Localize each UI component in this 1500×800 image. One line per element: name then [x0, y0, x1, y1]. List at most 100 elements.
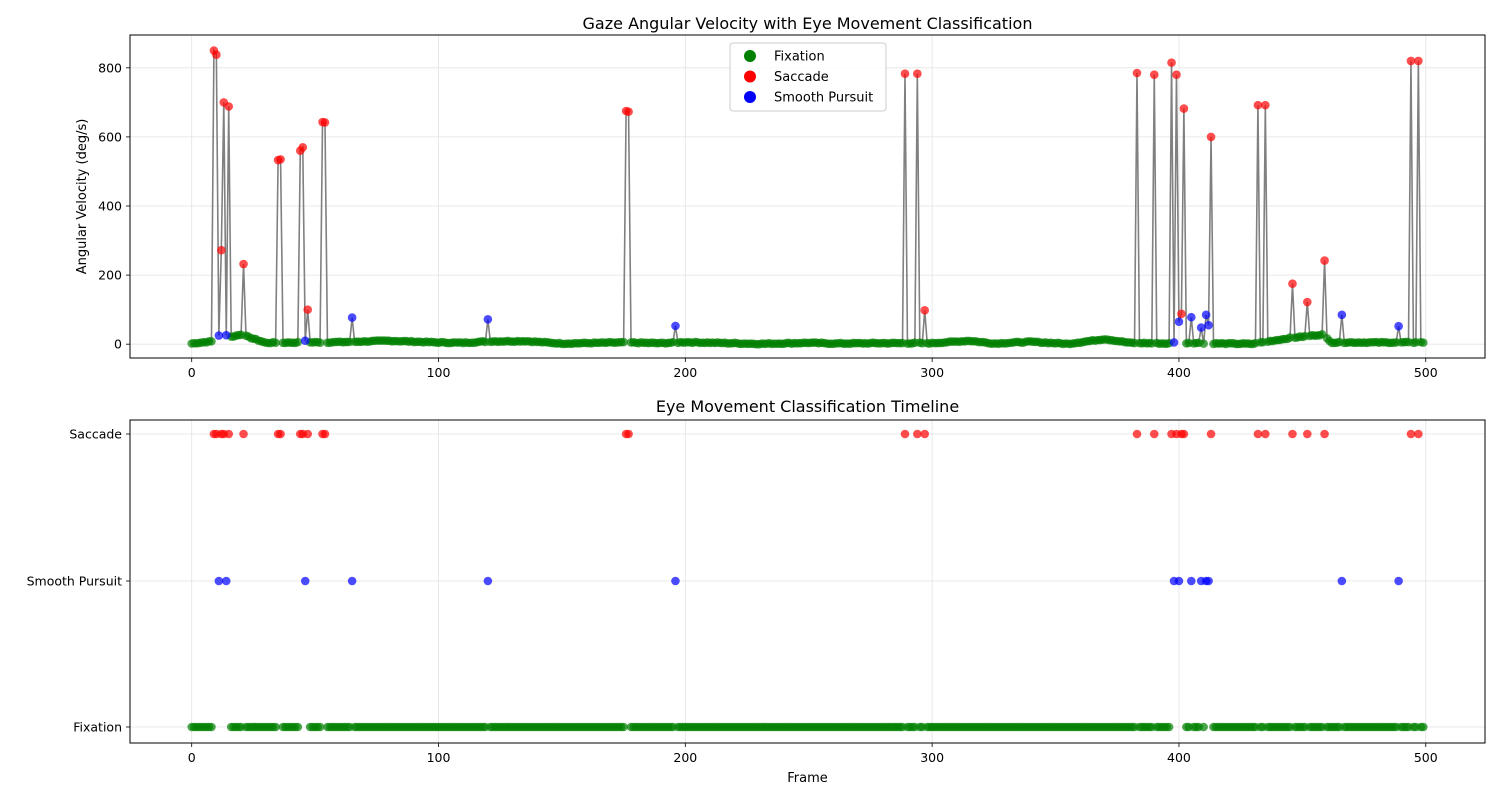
- smooth-pursuit-velocity-point: [671, 321, 680, 331]
- timeline-y-tick-label: Saccade: [69, 427, 122, 442]
- saccade-velocity-point: [624, 107, 633, 116]
- smooth-pursuit-timeline-point: [1174, 576, 1184, 586]
- timeline-chart-title: Eye Movement Classification Timeline: [656, 397, 959, 416]
- saccade-timeline-point: [1406, 429, 1416, 439]
- saccade-velocity-point: [239, 259, 248, 269]
- smooth-pursuit-velocity-point: [1337, 310, 1347, 320]
- saccade-velocity-point: [1132, 68, 1142, 78]
- saccade-velocity-point: [224, 102, 234, 111]
- smooth-pursuit-velocity-point: [1186, 312, 1196, 322]
- saccade-timeline-point: [913, 429, 922, 439]
- saccade-timeline-point: [303, 429, 313, 439]
- saccade-velocity-point: [1288, 279, 1297, 289]
- fixation-velocity-point: [271, 338, 280, 348]
- velocity-y-tick-label: 400: [98, 199, 122, 214]
- smooth-pursuit-velocity-point: [347, 313, 357, 322]
- fixation-velocity-point: [1418, 338, 1428, 347]
- smooth-pursuit-velocity-point: [1201, 310, 1211, 320]
- timeline-x-tick-label: 500: [1414, 750, 1438, 765]
- fixation-timeline-point: [271, 722, 280, 732]
- velocity-y-tick-label: 600: [98, 129, 122, 144]
- saccade-velocity-point: [1406, 56, 1416, 66]
- saccade-velocity-point: [913, 69, 922, 78]
- velocity-x-tick-label: 0: [188, 365, 196, 380]
- timeline-x-axis-label: Frame: [787, 771, 828, 786]
- saccade-timeline-point: [900, 429, 910, 439]
- saccade-velocity-point: [1167, 58, 1176, 67]
- saccade-timeline-point: [320, 429, 330, 439]
- fixation-velocity-point: [293, 337, 303, 347]
- legend-marker: [744, 91, 756, 103]
- smooth-pursuit-timeline-point: [1394, 576, 1403, 586]
- smooth-pursuit-timeline-point: [483, 576, 493, 586]
- smooth-pursuit-timeline-point: [347, 576, 357, 586]
- fixation-timeline-point: [315, 722, 325, 732]
- velocity-points: [187, 46, 1428, 349]
- velocity-plot-frame: [129, 34, 1486, 359]
- saccade-velocity-point: [1320, 256, 1329, 265]
- legend: Fixation Saccade Smooth Pursuit: [729, 42, 887, 112]
- velocity-y-tick-label: 200: [98, 268, 122, 283]
- saccade-timeline-point: [1206, 429, 1216, 439]
- saccade-timeline-point: [1261, 429, 1270, 439]
- saccade-velocity-point: [303, 305, 313, 314]
- timeline-x-tick-label: 200: [673, 750, 697, 765]
- saccade-timeline-point: [1132, 429, 1142, 439]
- smooth-pursuit-velocity-point: [1169, 338, 1179, 347]
- smooth-pursuit-timeline-point: [1337, 576, 1347, 586]
- saccade-velocity-point: [1414, 56, 1423, 66]
- saccade-timeline-point: [1320, 429, 1329, 439]
- timeline-y-tick-label: Smooth Pursuit: [27, 574, 122, 589]
- saccade-velocity-point: [1253, 100, 1263, 110]
- timeline-x-tick-label: 400: [1167, 750, 1191, 765]
- velocity-y-tick-label: 800: [98, 60, 122, 75]
- smooth-pursuit-timeline-point: [1186, 576, 1196, 586]
- legend-marker: [744, 50, 756, 62]
- saccade-velocity-point: [276, 155, 285, 164]
- saccade-timeline-point: [1302, 429, 1312, 439]
- saccade-timeline-point: [624, 429, 633, 439]
- fixation-timeline-point: [207, 722, 216, 732]
- timeline-x-tick-label: 300: [920, 750, 944, 765]
- smooth-pursuit-timeline-point: [300, 576, 310, 586]
- smooth-pursuit-timeline-point: [221, 576, 231, 586]
- saccade-timeline-point: [239, 429, 248, 439]
- velocity-axes: Gaze Angular Velocity with Eye Movement …: [75, 14, 1486, 380]
- fixation-velocity-point: [315, 338, 325, 347]
- saccade-timeline-point: [920, 429, 930, 439]
- smooth-pursuit-timeline-point: [671, 576, 680, 586]
- velocity-y-tick-label: 0: [114, 337, 122, 352]
- velocity-x-tick-label: 100: [427, 365, 451, 380]
- legend-label: Fixation: [774, 50, 825, 65]
- saccade-velocity-point: [900, 69, 910, 78]
- saccade-timeline-point: [1179, 429, 1189, 439]
- fixation-timeline-point: [293, 722, 303, 732]
- saccade-timeline-point: [1414, 429, 1423, 439]
- saccade-velocity-point: [298, 142, 308, 152]
- saccade-velocity-point: [1149, 70, 1159, 80]
- timeline-x-tick-label: 0: [188, 750, 196, 765]
- timeline-x-tick-label: 100: [427, 750, 451, 765]
- saccade-velocity-point: [1206, 132, 1216, 142]
- smooth-pursuit-velocity-point: [300, 336, 310, 346]
- smooth-pursuit-velocity-point: [214, 331, 224, 340]
- velocity-ticks: 0 100 200 300 400 500 0 200 400 600 800: [98, 60, 1438, 380]
- smooth-pursuit-velocity-point: [1174, 317, 1184, 327]
- velocity-x-tick-label: 200: [673, 365, 697, 380]
- saccade-timeline-point: [224, 429, 234, 439]
- timeline-y-tick-label: Fixation: [73, 720, 122, 735]
- timeline-plot-frame: [129, 419, 1486, 744]
- smooth-pursuit-velocity-point: [1196, 323, 1206, 332]
- fixation-velocity-point: [619, 337, 628, 347]
- saccade-velocity-point: [920, 306, 930, 315]
- saccade-velocity-point: [1302, 297, 1312, 307]
- saccade-timeline-point: [276, 429, 285, 439]
- smooth-pursuit-velocity-point: [1204, 320, 1213, 330]
- saccade-timeline-point: [1253, 429, 1263, 439]
- saccade-velocity-point: [1261, 100, 1270, 110]
- fixation-timeline-point: [1199, 722, 1208, 732]
- fixation-velocity-point: [1199, 339, 1208, 348]
- saccade-velocity-point: [1172, 70, 1181, 80]
- smooth-pursuit-timeline-point: [1204, 576, 1213, 586]
